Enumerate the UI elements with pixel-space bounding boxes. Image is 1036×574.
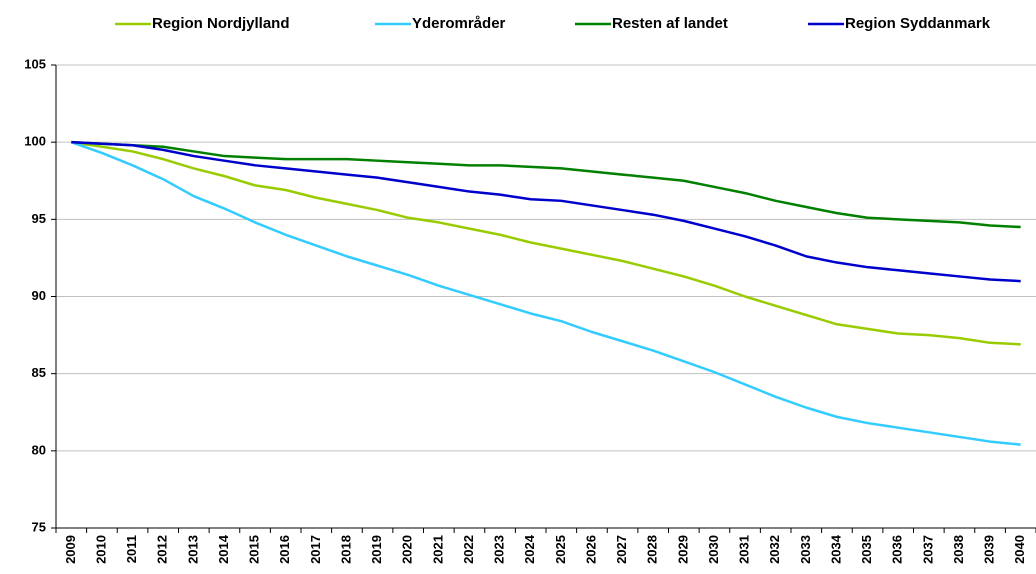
x-tick-label: 2029 bbox=[675, 535, 690, 564]
x-tick-label: 2039 bbox=[982, 535, 997, 564]
x-tick-label: 2023 bbox=[492, 535, 507, 564]
series-line bbox=[71, 140, 1021, 346]
y-tick-label: 95 bbox=[32, 211, 46, 226]
legend-label: Region Nordjylland bbox=[152, 15, 290, 32]
y-tick-label: 90 bbox=[32, 288, 46, 303]
y-tick-label: 85 bbox=[32, 365, 46, 380]
x-tick-label: 2031 bbox=[737, 535, 752, 564]
x-tick-label: 2012 bbox=[155, 535, 170, 564]
x-tick-label: 2038 bbox=[951, 535, 966, 564]
x-tick-label: 2025 bbox=[553, 535, 568, 564]
series-line bbox=[71, 140, 1021, 229]
x-tick-label: 2037 bbox=[920, 535, 935, 564]
legend-label: Resten af landet bbox=[612, 15, 728, 32]
x-tick-label: 2013 bbox=[185, 535, 200, 564]
x-tick-label: 2020 bbox=[400, 535, 415, 564]
legend-label: Yderområder bbox=[412, 15, 506, 32]
x-tick-label: 2030 bbox=[706, 535, 721, 564]
series-line bbox=[71, 140, 1021, 283]
x-tick-label: 2036 bbox=[890, 535, 905, 564]
y-tick-label: 105 bbox=[24, 56, 46, 71]
x-tick-label: 2010 bbox=[93, 535, 108, 564]
legend-label: Region Syddanmark bbox=[845, 15, 991, 32]
x-tick-label: 2021 bbox=[430, 535, 445, 564]
y-tick-label: 100 bbox=[24, 134, 46, 149]
x-tick-label: 2009 bbox=[63, 535, 78, 564]
x-tick-label: 2015 bbox=[247, 535, 262, 564]
x-tick-label: 2026 bbox=[583, 535, 598, 564]
x-tick-label: 2033 bbox=[798, 535, 813, 564]
x-tick-label: 2017 bbox=[308, 535, 323, 564]
x-tick-label: 2032 bbox=[767, 535, 782, 564]
x-tick-label: 2019 bbox=[369, 535, 384, 564]
x-tick-label: 2034 bbox=[828, 534, 843, 564]
x-tick-label: 2018 bbox=[338, 535, 353, 564]
x-tick-label: 2024 bbox=[522, 534, 537, 564]
x-tick-label: 2011 bbox=[124, 535, 139, 563]
x-tick-label: 2027 bbox=[614, 535, 629, 564]
x-tick-label: 2035 bbox=[859, 535, 874, 564]
x-tick-label: 2022 bbox=[461, 535, 476, 564]
x-tick-label: 2028 bbox=[645, 535, 660, 564]
x-tick-label: 2014 bbox=[216, 534, 231, 564]
y-tick-label: 80 bbox=[32, 442, 46, 457]
y-tick-label: 75 bbox=[32, 519, 46, 534]
series-line bbox=[70, 140, 1021, 446]
x-tick-label: 2016 bbox=[277, 535, 292, 564]
x-tick-label: 2040 bbox=[1012, 535, 1027, 564]
